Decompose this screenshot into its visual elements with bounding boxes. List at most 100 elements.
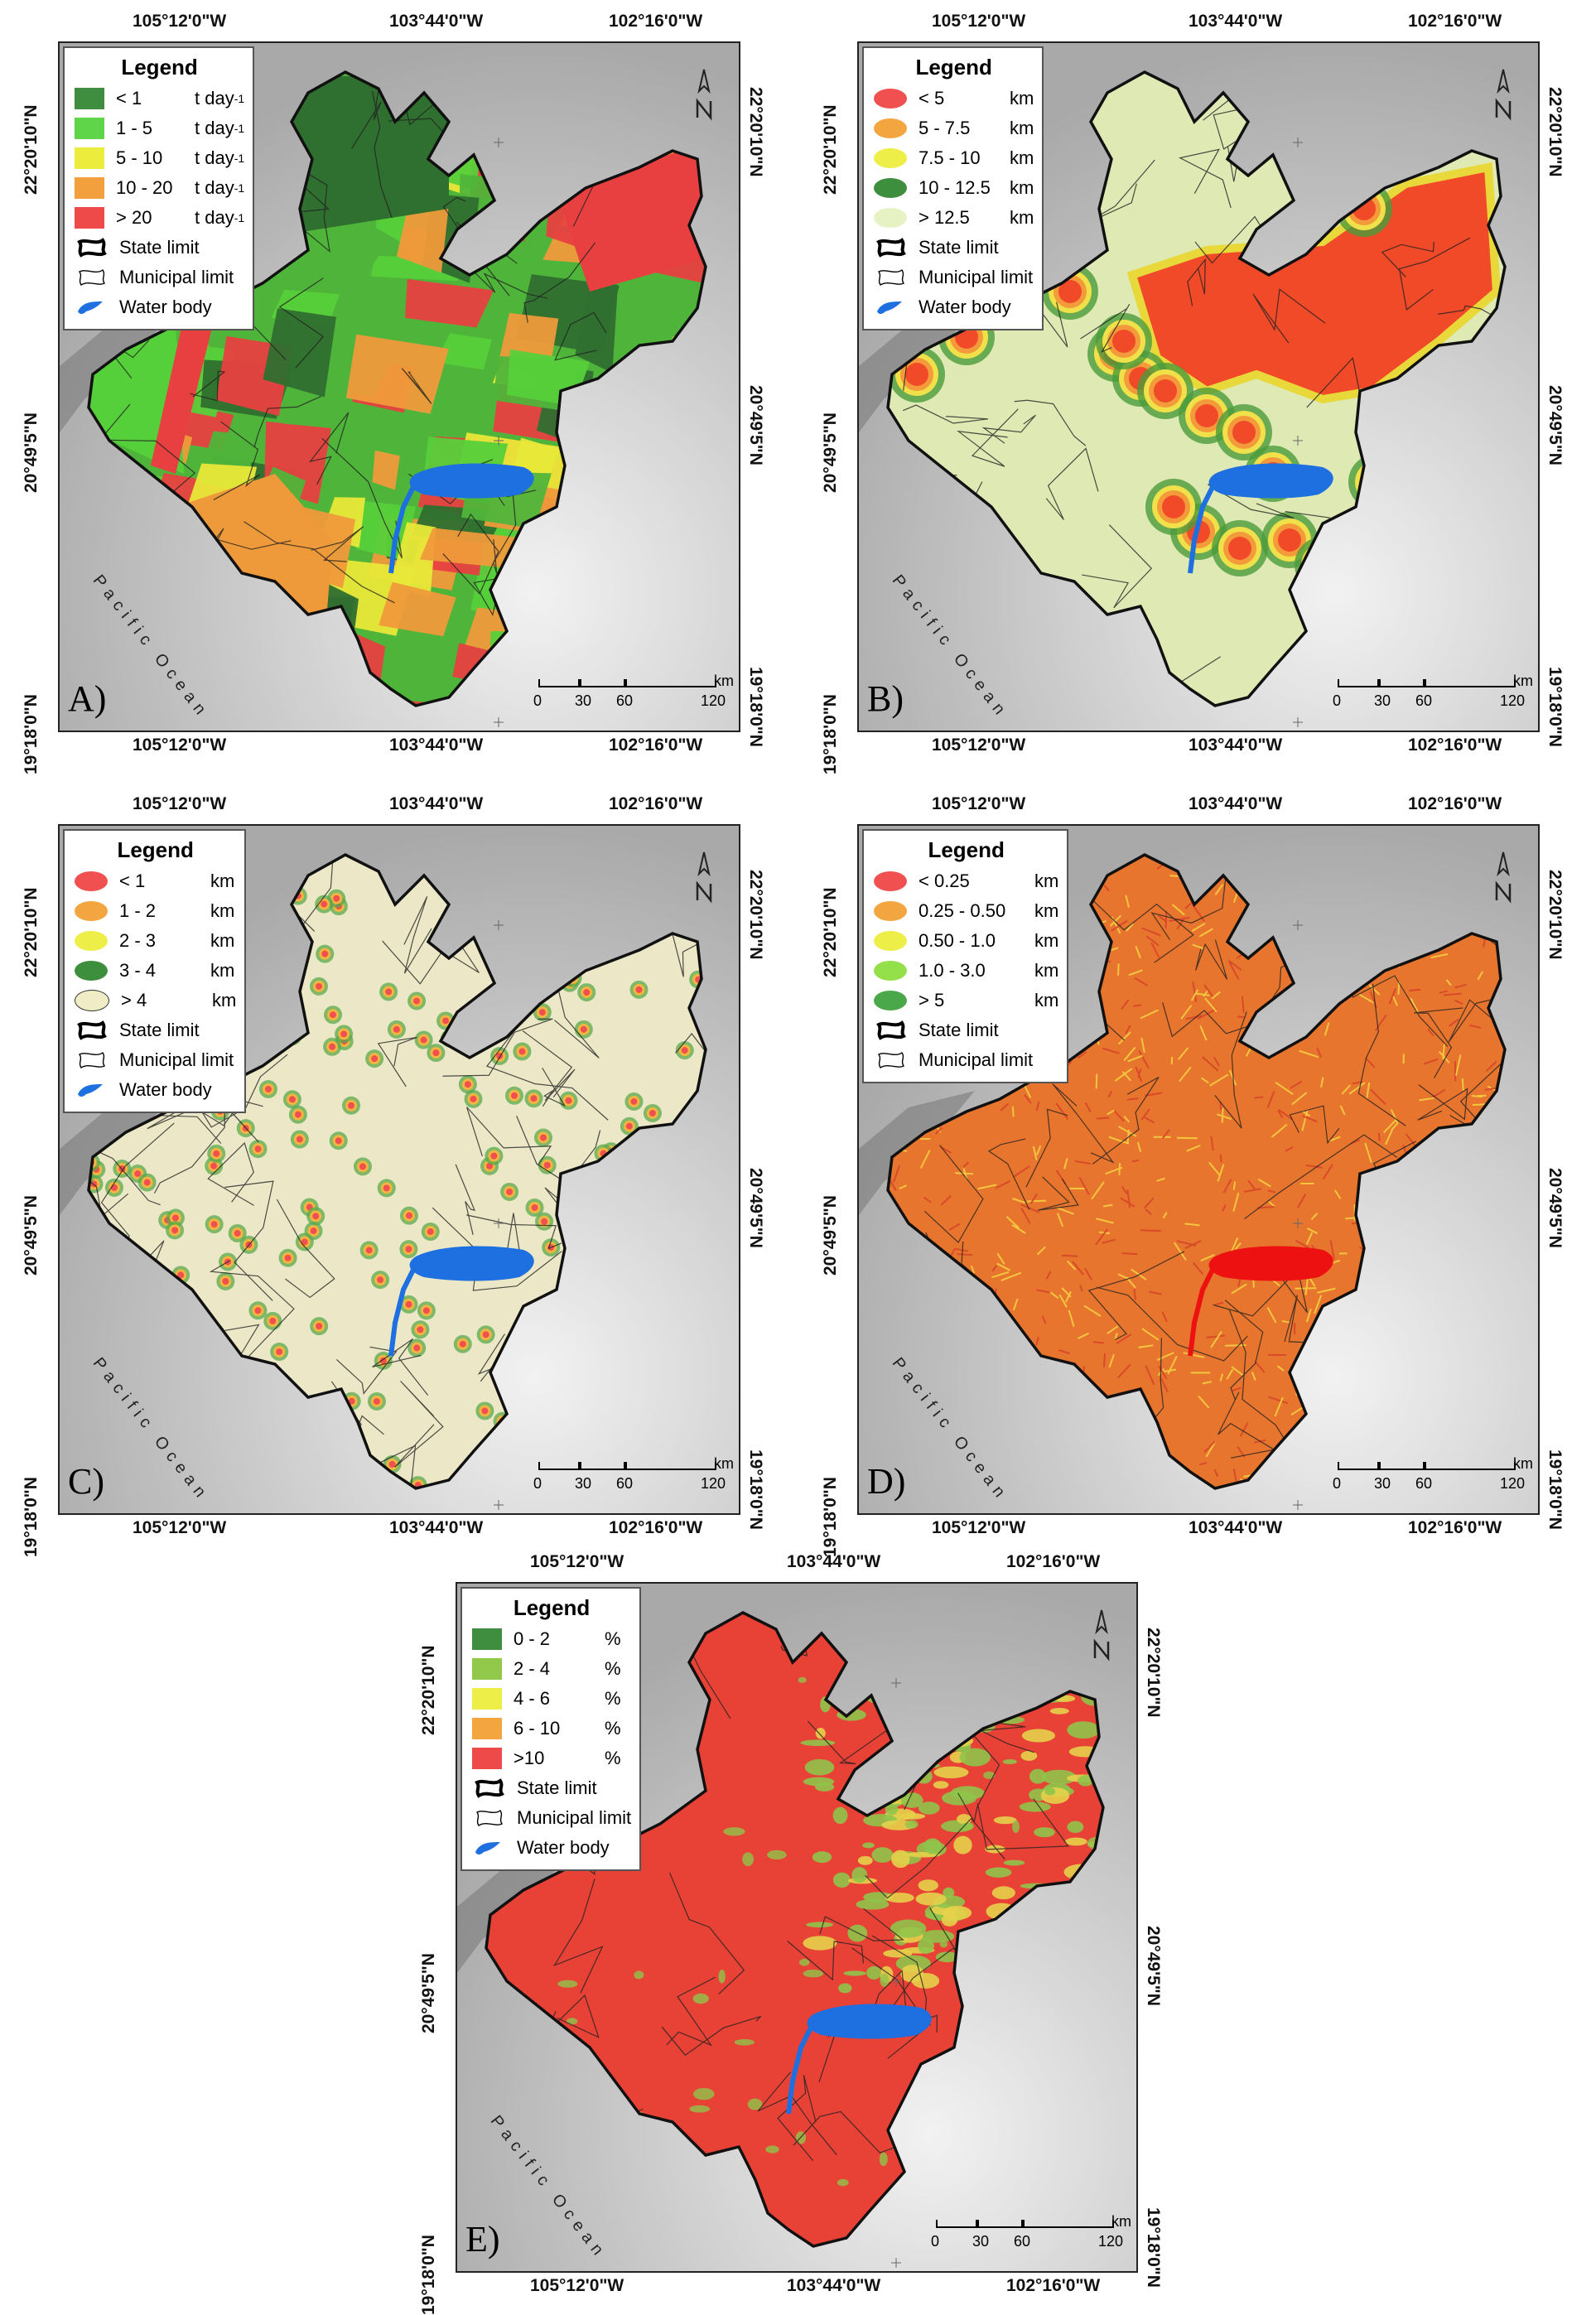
legend-state-limit: State limit [75, 1015, 236, 1045]
legend-swatch [472, 1688, 502, 1710]
legend-unit: km [210, 930, 234, 952]
legend-water-body: Water body [472, 1833, 631, 1863]
legend-swatch [75, 871, 108, 891]
legend-unit: km [1034, 960, 1058, 981]
longitude-label-bottom: 102°16'0"W [1408, 1518, 1502, 1538]
scale-segment [538, 679, 580, 687]
longitude-label-top: 103°44'0"W [1189, 794, 1282, 814]
legend-unit: km [210, 900, 234, 922]
legend-title: Legend [874, 837, 1058, 863]
legend-swatch [75, 177, 104, 199]
legend-range: 5 - 10 [116, 147, 195, 169]
legend-range: 2 - 4 [514, 1658, 605, 1680]
municipal-limit-icon [75, 267, 108, 288]
longitude-label-top: 105°12'0"W [932, 794, 1025, 814]
latitude-label-left: 22°20'10"N [22, 104, 41, 195]
longitude-label-top: 102°16'0"W [1408, 12, 1502, 31]
scale-tick-label: 30 [1374, 692, 1391, 710]
legend-class-row: 2 - 4% [472, 1654, 631, 1684]
legend-class-row: >10% [472, 1743, 631, 1773]
legend-swatch [75, 990, 109, 1011]
legend-range: 4 - 6 [514, 1688, 605, 1710]
municipal-limit-icon [472, 1807, 505, 1829]
scale-tick-label: 0 [533, 1475, 542, 1493]
legend-unit: t day [195, 147, 234, 169]
legend-unit: % [605, 1718, 621, 1739]
legend-range: < 1 [119, 871, 210, 892]
scale-tick-label: 60 [1415, 692, 1432, 710]
latitude-label-right: 20°49'5"N [745, 385, 765, 465]
legend-unit: % [605, 1688, 621, 1710]
legend-unit: km [1010, 177, 1034, 199]
scale-tick-label: 120 [1500, 692, 1525, 710]
longitude-label-top: 103°44'0"W [389, 794, 483, 814]
legend-unit: km [1010, 147, 1034, 169]
legend-state-limit: State limit [472, 1773, 631, 1803]
legend-unit: % [605, 1658, 621, 1680]
legend-state-limit: State limit [874, 1015, 1058, 1045]
latitude-label-left: 22°20'10"N [821, 887, 841, 977]
legend-range: 2 - 3 [119, 930, 210, 952]
north-arrow-icon [1487, 849, 1520, 907]
legend-swatch [874, 148, 907, 168]
longitude-label-top: 105°12'0"W [530, 1552, 624, 1572]
legend-unit: t day [195, 177, 234, 199]
scale-segment [1379, 1462, 1425, 1470]
legend-swatch [874, 89, 907, 109]
legend-swatch [75, 207, 104, 229]
legend-symbol-label: Municipal limit [517, 1807, 631, 1829]
latitude-label-right: 20°49'5"N [1143, 1926, 1163, 2006]
longitude-label-bottom: 105°12'0"W [133, 735, 226, 755]
scale-unit: km [1111, 2213, 1131, 2231]
longitude-label-bottom: 102°16'0"W [1006, 2276, 1100, 2296]
legend-range: 1.0 - 3.0 [919, 960, 1034, 981]
scale-tick-label: 120 [701, 1475, 726, 1493]
legend-range: 0.50 - 1.0 [919, 930, 1034, 952]
scale-segment [625, 1462, 716, 1470]
scale-segment [936, 2220, 977, 2228]
latitude-label-left: 19°18'0"N [22, 1477, 41, 1557]
legend-state-limit: State limit [75, 233, 244, 263]
legend-symbol-label: Municipal limit [119, 1049, 234, 1071]
legend-municipal-limit: Municipal limit [75, 263, 244, 292]
legend-unit: % [605, 1748, 621, 1769]
state-limit-icon [75, 1020, 108, 1041]
legend-swatch [874, 871, 907, 891]
scale-tick-label: 60 [616, 692, 633, 710]
longitude-label-bottom: 105°12'0"W [530, 2276, 624, 2296]
longitude-label-bottom: 103°44'0"W [787, 2276, 880, 2296]
north-arrow-icon [1487, 66, 1520, 124]
legend-unit: km [1034, 900, 1058, 922]
legend-range: 10 - 20 [116, 177, 195, 199]
legend-unit: km [212, 990, 236, 1011]
state-limit-icon [874, 1020, 907, 1041]
longitude-label-top: 105°12'0"W [133, 12, 226, 31]
water-body-icon [75, 1079, 108, 1101]
legend-swatch [472, 1658, 502, 1680]
legend-unit: km [1034, 871, 1058, 892]
scale-segment [538, 1462, 580, 1470]
state-limit-icon [472, 1777, 505, 1799]
scale-tick-label: 30 [575, 692, 591, 710]
legend-unit-exponent: -1 [234, 122, 244, 135]
legend-range: 3 - 4 [119, 960, 210, 981]
scale-tick-label: 120 [1098, 2233, 1123, 2250]
legend-symbol-label: Water body [517, 1837, 610, 1859]
latitude-label-left: 22°20'10"N [22, 887, 41, 977]
latitude-label-left: 20°49'5"N [22, 412, 41, 493]
latitude-label-right: 22°20'10"N [1545, 870, 1565, 960]
longitude-label-top: 105°12'0"W [932, 12, 1025, 31]
scale-segment [1338, 679, 1379, 687]
panel-label: D) [867, 1460, 905, 1502]
latitude-label-right: 22°20'10"N [745, 870, 765, 960]
